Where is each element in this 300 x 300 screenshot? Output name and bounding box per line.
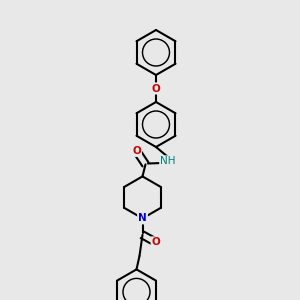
Text: O: O (152, 83, 160, 94)
Text: O: O (152, 237, 160, 248)
Text: N: N (138, 213, 147, 224)
Text: O: O (132, 146, 141, 156)
Text: NH: NH (160, 156, 176, 167)
